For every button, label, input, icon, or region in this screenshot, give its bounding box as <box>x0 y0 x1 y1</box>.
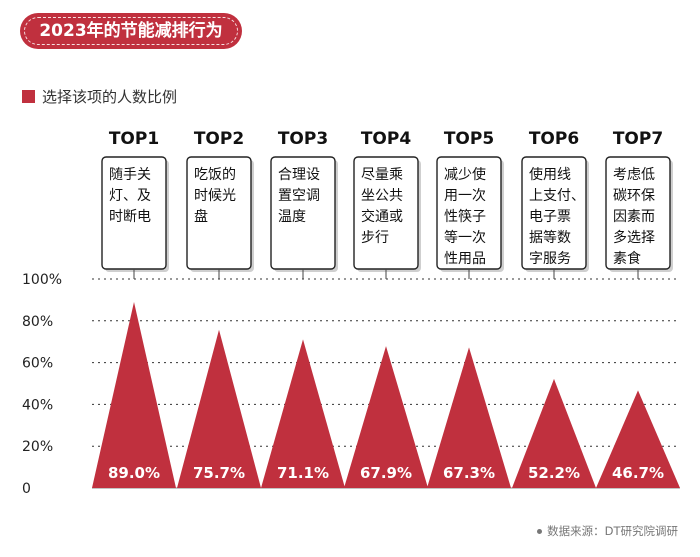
bullet-icon <box>537 529 543 534</box>
value-label: 71.1% <box>277 464 329 482</box>
y-tick-label: 60% <box>22 356 53 372</box>
category-label-line: 素食 <box>613 250 641 267</box>
rank-label: TOP2 <box>194 129 244 149</box>
triangle-bar <box>261 339 345 488</box>
legend-label: 选择该项的人数比例 <box>42 88 178 106</box>
category-label-line: 多选择 <box>613 229 655 246</box>
value-label: 89.0% <box>108 464 160 482</box>
category-label-line: 盘 <box>194 208 208 225</box>
rank-label: TOP3 <box>278 129 328 149</box>
category-label-line: 温度 <box>278 209 306 225</box>
category-label-line: 性筷子 <box>444 208 486 225</box>
rank-label: TOP4 <box>361 129 412 149</box>
triangle-bar <box>427 347 511 488</box>
value-label: 67.9% <box>360 464 412 482</box>
category-label-line: 时候光 <box>194 188 236 204</box>
rank-label: TOP7 <box>613 129 663 149</box>
category-label-line: 交通或 <box>361 208 403 225</box>
value-label: 52.2% <box>528 464 580 482</box>
value-label: 75.7% <box>193 464 245 482</box>
triangle-bar <box>512 378 596 488</box>
category-label-line: 吃饭的 <box>194 167 236 183</box>
y-tick-label: 0 <box>22 481 31 497</box>
category-label-line: 步行 <box>361 230 389 246</box>
category-label-line: 使用线 <box>529 166 571 183</box>
category-label-line: 置空调 <box>278 188 320 204</box>
triangle-bar <box>92 301 176 488</box>
triangle-bar <box>344 346 428 488</box>
category-label-line: 上支付、 <box>529 188 585 204</box>
y-tick-label: 100% <box>22 272 62 288</box>
category-label-line: 等一次 <box>444 229 486 246</box>
legend: 选择该项的人数比例 <box>22 86 177 107</box>
category-label-line: 因素而 <box>613 209 655 225</box>
category-label-line: 用一次 <box>444 188 486 204</box>
y-tick-label: 80% <box>22 314 53 330</box>
category-label-line: 据等数 <box>529 229 571 246</box>
category-label-line: 字服务 <box>529 251 571 267</box>
title-badge: 2023年的节能减排行为 <box>20 13 242 49</box>
category-label-line: 尽量乘 <box>361 167 403 183</box>
triangle-bar <box>596 390 680 488</box>
source-note: 数据来源：DT研究院调研 <box>537 523 678 539</box>
rank-label: TOP6 <box>529 129 579 149</box>
source-text: 数据来源：DT研究院调研 <box>547 524 678 538</box>
category-label-line: 性用品 <box>444 251 486 267</box>
category-label-line: 合理设 <box>278 167 320 183</box>
triangle-bar <box>177 329 261 488</box>
category-label-line: 灯、及 <box>109 188 151 204</box>
category-label-line: 坐公共 <box>361 188 403 204</box>
rank-label: TOP1 <box>109 129 159 149</box>
value-label: 46.7% <box>612 464 664 482</box>
y-tick-label: 20% <box>22 439 53 455</box>
y-tick-label: 40% <box>22 397 53 413</box>
legend-swatch <box>22 90 35 103</box>
category-label-line: 随手关 <box>109 167 151 183</box>
category-label-line: 电子票 <box>529 209 571 225</box>
category-label-line: 碳环保 <box>613 188 655 204</box>
category-label-line: 考虑低 <box>613 167 655 183</box>
value-label: 67.3% <box>443 464 495 482</box>
rank-label: TOP5 <box>444 129 494 149</box>
category-label-line: 减少使 <box>444 166 486 183</box>
category-label-line: 时断电 <box>109 209 151 225</box>
